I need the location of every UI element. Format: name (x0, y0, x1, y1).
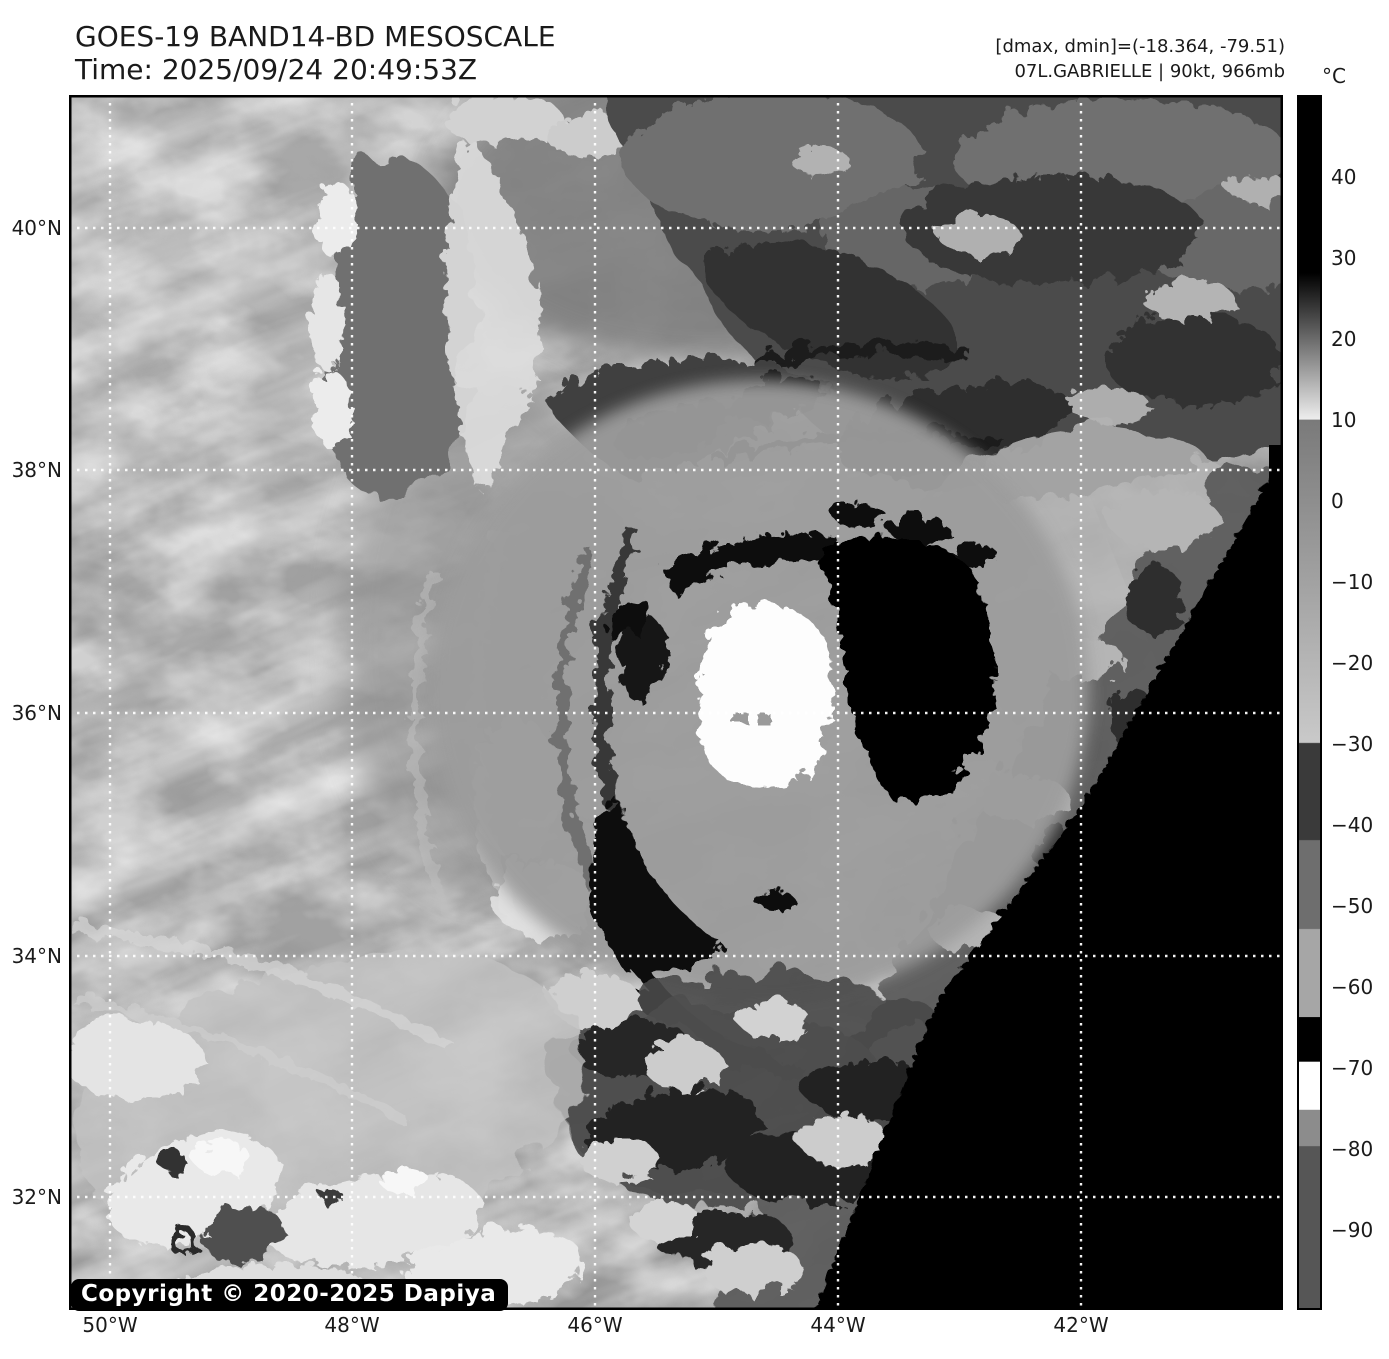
colorbar-tick: 10 (1331, 408, 1357, 432)
colorbar-tick: 40 (1331, 165, 1357, 189)
colorbar-tick: −40 (1331, 813, 1374, 837)
colorbar-tick: −90 (1331, 1218, 1374, 1242)
satellite-image-panel (69, 95, 1283, 1310)
colorbar-unit-label: °C (1322, 64, 1346, 88)
colorbar-tick: −70 (1331, 1056, 1374, 1080)
copyright-badge: Copyright © 2020-2025 Dapiya (71, 1279, 509, 1311)
lat-label: 32°N (11, 1185, 62, 1209)
colorbar-tick: −60 (1331, 975, 1374, 999)
lon-label: 42°W (1053, 1313, 1109, 1337)
storm-info-line: 07L.GABRIELLE | 90kt, 966mb (1014, 61, 1285, 82)
graticule-gridlines (69, 95, 1283, 1310)
lon-label: 44°W (810, 1313, 866, 1337)
colorbar-tick: −10 (1331, 570, 1374, 594)
lat-label: 40°N (11, 216, 62, 240)
map-frame (69, 95, 1283, 1310)
colorbar-tick: 30 (1331, 246, 1357, 270)
lat-label: 38°N (11, 458, 62, 482)
colorbar-tick: 20 (1331, 327, 1357, 351)
lat-label: 36°N (11, 701, 62, 725)
satellite-image (69, 95, 1283, 1310)
colorbar-tick: 0 (1331, 489, 1344, 513)
southern-convection (544, 967, 999, 1291)
lat-label: 34°N (11, 944, 62, 968)
cdo-cold-overcast (692, 597, 827, 784)
data-gap-wedge (810, 445, 1283, 1310)
lon-label: 48°W (324, 1313, 380, 1337)
colorbar-tick: −80 (1331, 1137, 1374, 1161)
product-title: GOES-19 BAND14-BD MESOSCALE (75, 20, 556, 53)
colorbar-tick: −20 (1331, 651, 1374, 675)
lon-label: 46°W (567, 1313, 623, 1337)
colorbar-tick: −30 (1331, 732, 1374, 756)
colorbar-tick: −50 (1331, 894, 1374, 918)
product-time: Time: 2025/09/24 20:49:53Z (75, 53, 478, 86)
lon-label: 50°W (82, 1313, 138, 1337)
northeast-cold-cloud-mass (597, 95, 1283, 488)
temperature-colorbar (1297, 95, 1322, 1310)
dmax-dmin-readout: [dmax, dmin]=(-18.364, -79.51) (995, 36, 1285, 57)
